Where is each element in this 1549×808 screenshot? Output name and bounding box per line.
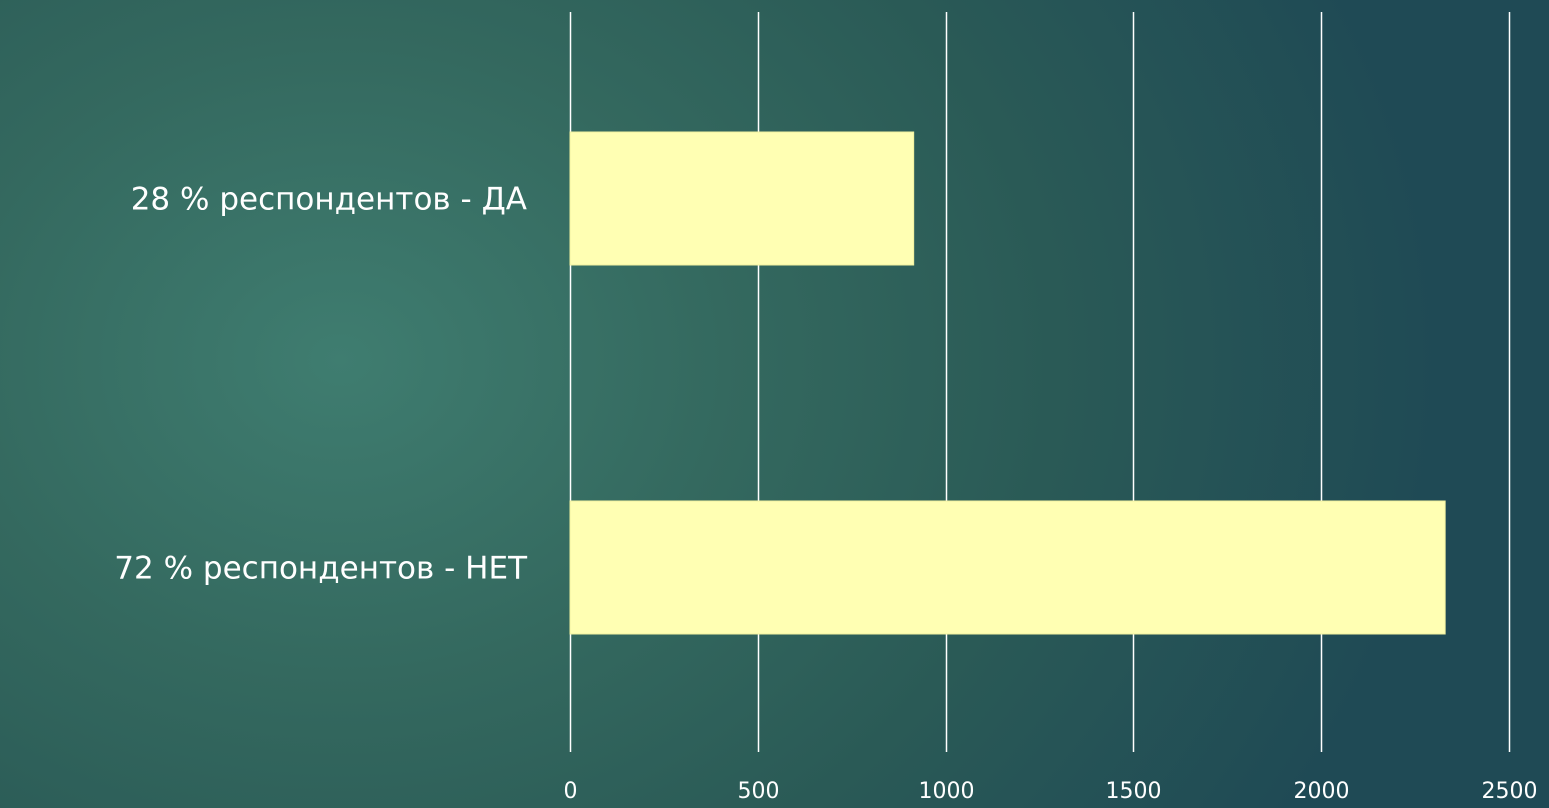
x-tick-label: 1500 (1106, 779, 1162, 804)
category-label: 72 % респондентов - НЕТ (114, 551, 528, 587)
x-axis-tick-labels: 0 500 1000 1500 2000 2500 (564, 779, 1538, 804)
x-tick-label: 2000 (1294, 779, 1350, 804)
bars (569, 131, 1446, 635)
category-labels: 28 % респондентов - ДА 72 % респондентов … (114, 182, 528, 587)
category-label: 28 % респондентов - ДА (131, 182, 527, 218)
x-tick-label: 0 (564, 779, 578, 804)
x-tick-label: 500 (738, 779, 780, 804)
bar-0 (569, 131, 915, 266)
x-tick-label: 2500 (1482, 779, 1538, 804)
bar-1 (569, 500, 1446, 635)
x-tick-label: 1000 (919, 779, 975, 804)
grid-lines (569, 12, 1511, 752)
